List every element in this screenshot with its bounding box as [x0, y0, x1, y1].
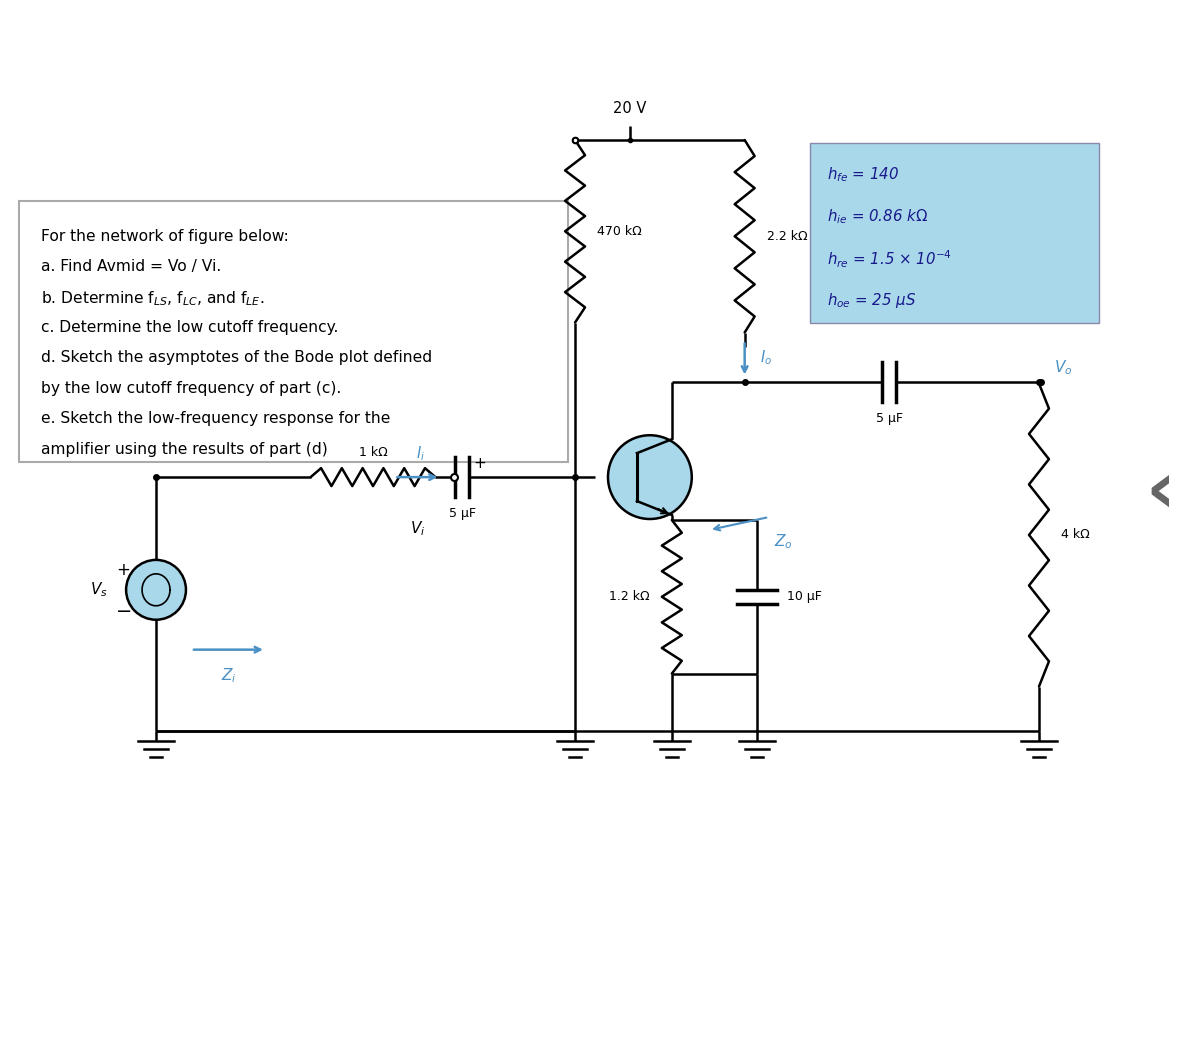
Text: 470 kΩ: 470 kΩ	[598, 225, 642, 238]
Text: 1 kΩ: 1 kΩ	[359, 446, 388, 460]
Text: +: +	[473, 456, 486, 471]
FancyBboxPatch shape	[19, 201, 568, 463]
Text: a. Find Avmid = Vo / Vi.: a. Find Avmid = Vo / Vi.	[41, 259, 222, 274]
Text: b. Determine f$_{LS}$, f$_{LC}$, and f$_{LE}$.: b. Determine f$_{LS}$, f$_{LC}$, and f$_…	[41, 290, 265, 308]
Circle shape	[126, 560, 186, 620]
Text: c. Determine the low cutoff frequency.: c. Determine the low cutoff frequency.	[41, 320, 338, 336]
Text: $V_o$: $V_o$	[1054, 358, 1073, 377]
Text: 1.2 kΩ: 1.2 kΩ	[610, 591, 650, 603]
Text: 4 kΩ: 4 kΩ	[1061, 528, 1090, 542]
Text: 2.2 kΩ: 2.2 kΩ	[767, 230, 808, 243]
Text: 5 μF: 5 μF	[876, 413, 902, 425]
Text: $h_{ie}$ = 0.86 k$\Omega$: $h_{ie}$ = 0.86 k$\Omega$	[828, 207, 929, 225]
Text: $h_{fe}$ = 140: $h_{fe}$ = 140	[828, 165, 900, 183]
Text: $Z_o$: $Z_o$	[774, 532, 793, 550]
Text: d. Sketch the asymptotes of the Bode plot defined: d. Sketch the asymptotes of the Bode plo…	[41, 350, 432, 366]
Text: e. Sketch the low-frequency response for the: e. Sketch the low-frequency response for…	[41, 412, 391, 426]
Text: $h_{re}$ = 1.5 $\times$ 10$^{-4}$: $h_{re}$ = 1.5 $\times$ 10$^{-4}$	[828, 249, 953, 270]
Text: by the low cutoff frequency of part (c).: by the low cutoff frequency of part (c).	[41, 381, 342, 396]
Text: $h_{oe}$ = 25 $\mu$S: $h_{oe}$ = 25 $\mu$S	[828, 291, 917, 309]
Text: 20 V: 20 V	[613, 101, 647, 116]
Text: ‹: ‹	[1146, 457, 1176, 526]
Text: $Z_i$: $Z_i$	[221, 667, 236, 686]
FancyBboxPatch shape	[810, 143, 1099, 323]
Text: 5 μF: 5 μF	[449, 507, 476, 520]
Text: −: −	[116, 602, 132, 621]
Text: For the network of figure below:: For the network of figure below:	[41, 229, 289, 244]
Circle shape	[608, 436, 691, 519]
Text: +: +	[116, 561, 130, 579]
Text: $V_s$: $V_s$	[90, 580, 108, 599]
Text: $I_o$: $I_o$	[760, 348, 772, 367]
Text: 10 μF: 10 μF	[786, 591, 822, 603]
Text: amplifier using the results of part (d): amplifier using the results of part (d)	[41, 442, 328, 456]
Text: $I_i$: $I_i$	[416, 445, 426, 463]
Text: $V_i$: $V_i$	[410, 520, 426, 539]
